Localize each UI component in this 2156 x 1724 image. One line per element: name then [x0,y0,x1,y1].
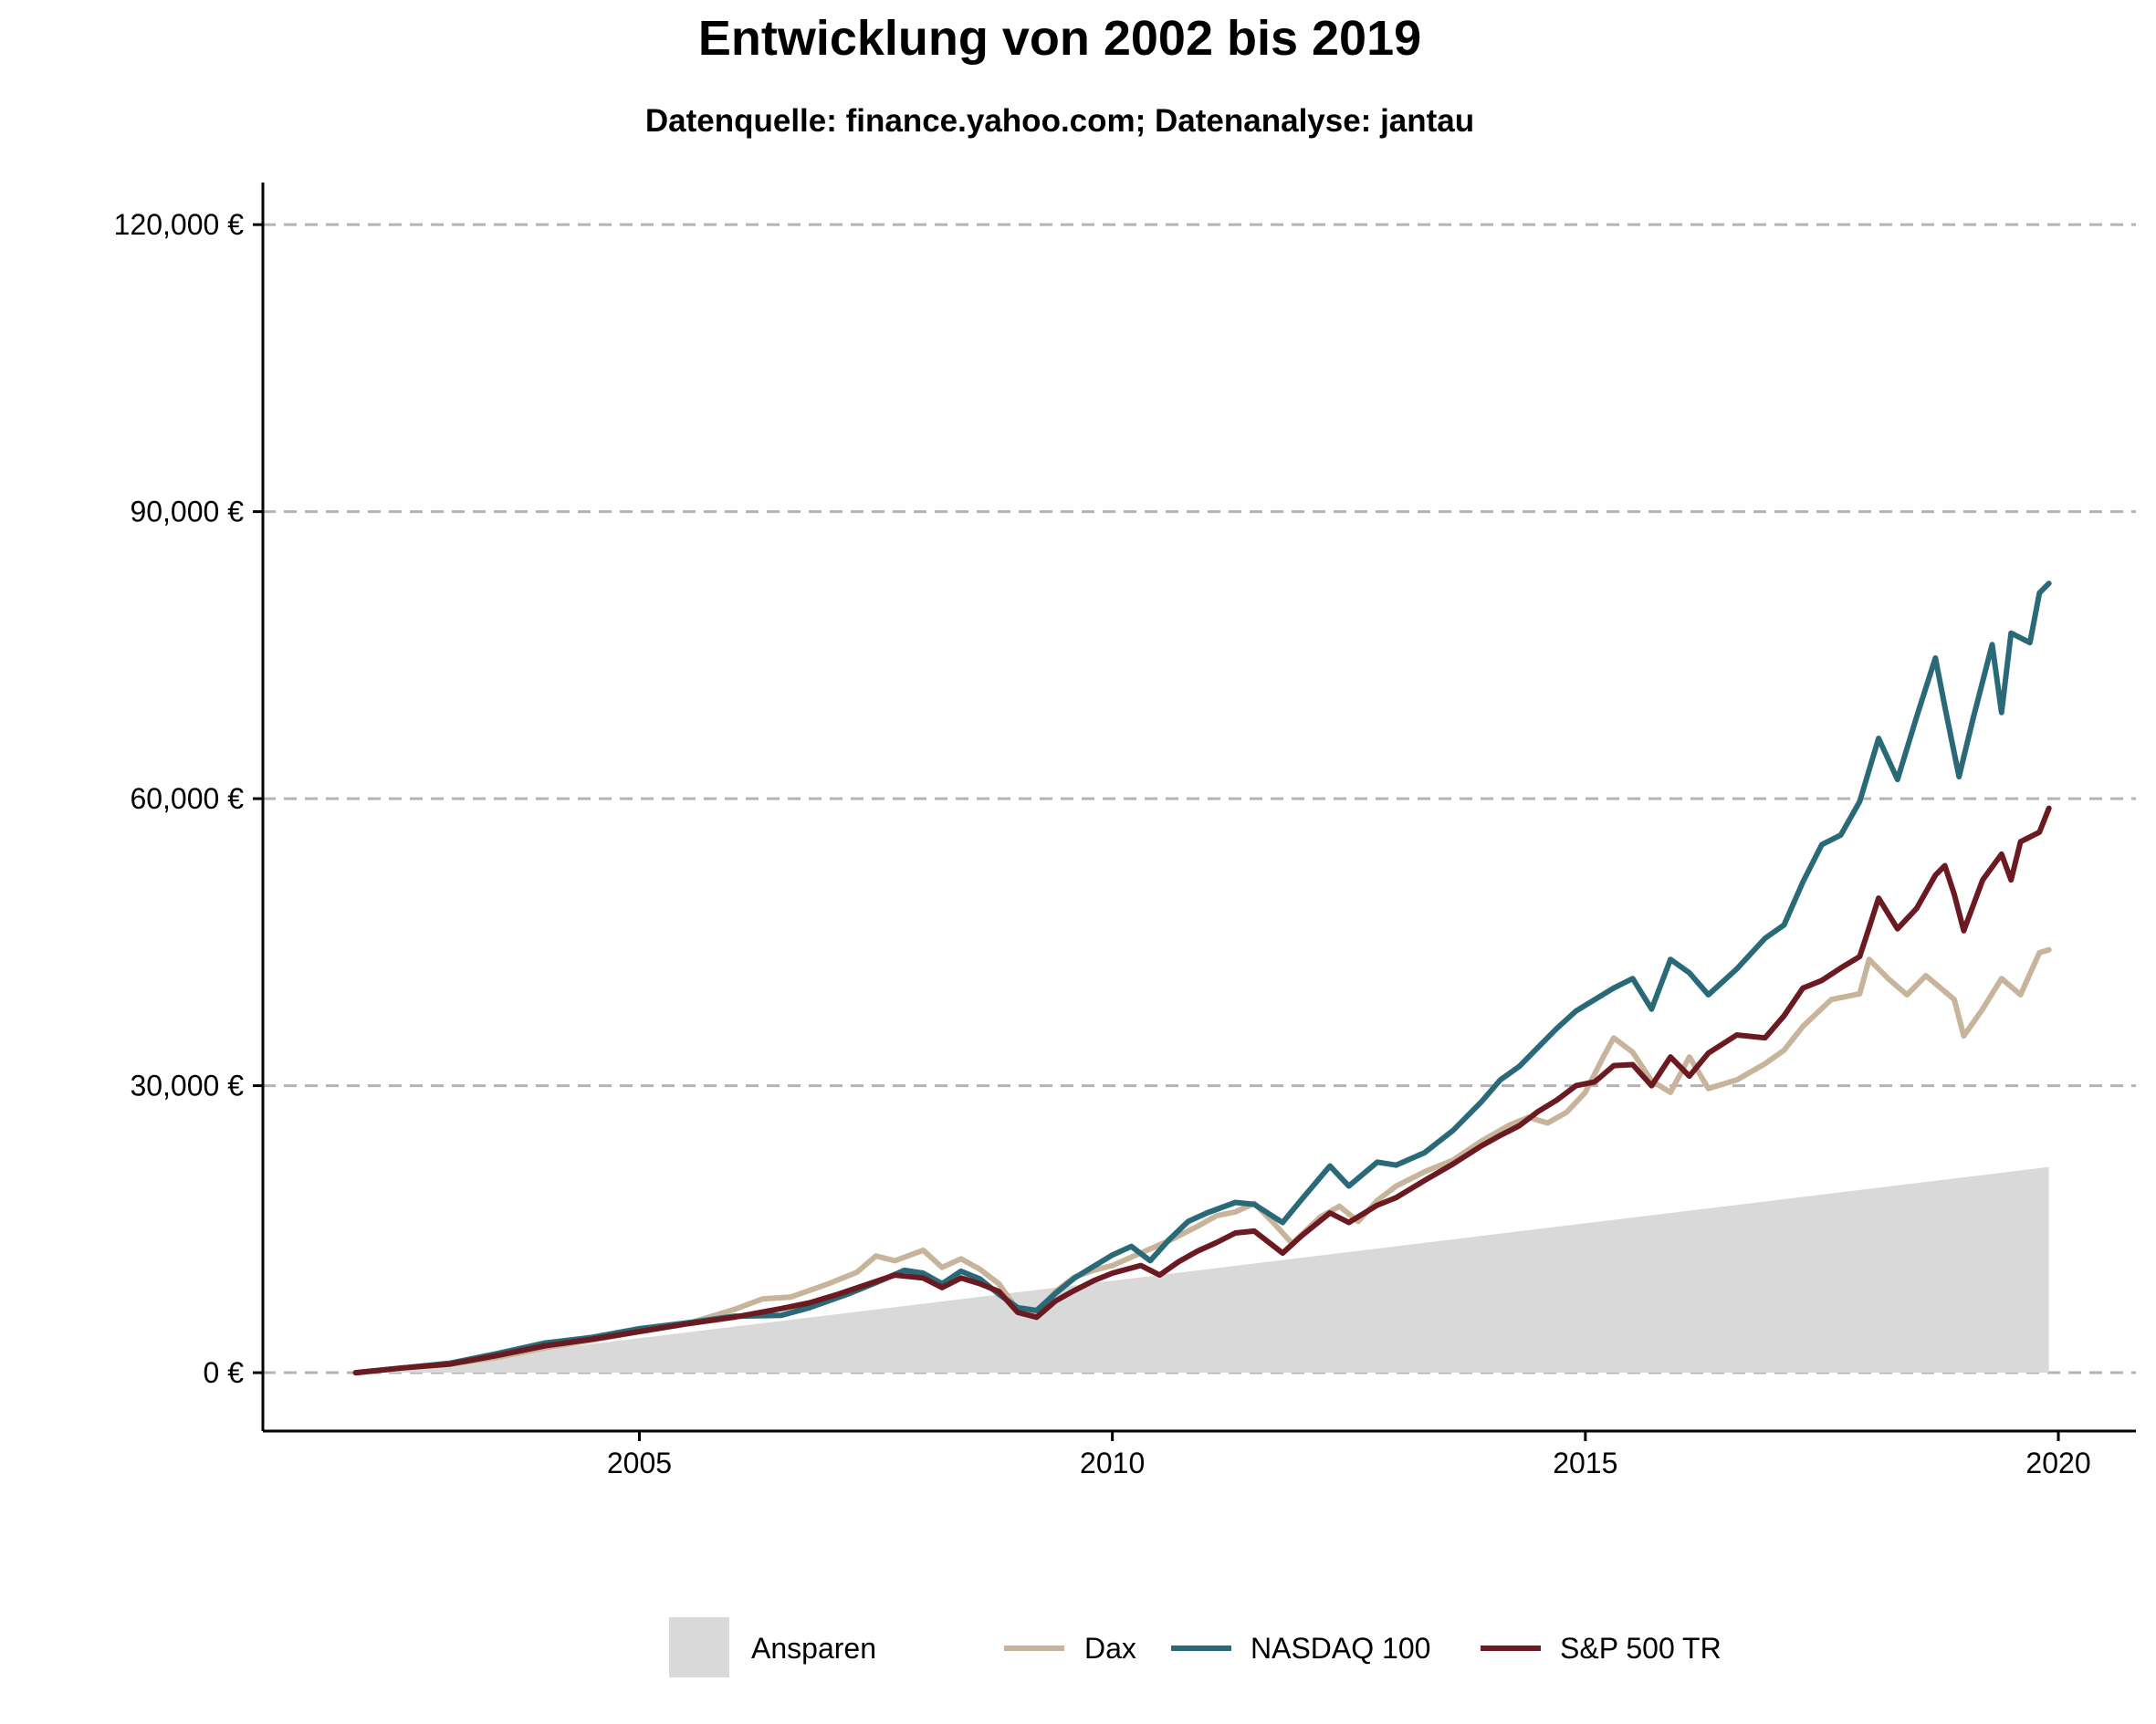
y-tick-label: 60,000 € [130,782,244,815]
axes: 0 € 30,000 € 60,000 € 90,000 € 120,000 € 2005… [114,183,2136,1479]
legend-label: S&P 500 TR [1560,1632,1722,1665]
chart-subtitle: Datenquelle: finance.yahoo.com; Datenana… [645,103,1474,139]
legend-key-area [669,1617,729,1677]
x-tick-label: 2015 [1553,1447,1617,1479]
legend-label: NASDAQ 100 [1251,1632,1430,1665]
series-line-s-p-500-tr [352,805,2052,1376]
y-tick-label: 90,000 € [130,496,244,528]
series-line-dax [352,946,2052,1376]
series-layer [352,580,2052,1376]
legend-label: Ansparen [751,1632,876,1665]
legend-label: Dax [1084,1632,1136,1665]
x-tick-label: 2010 [1080,1447,1145,1479]
chart-title: Entwicklung von 2002 bis 2019 [698,11,1421,66]
y-tick-label: 120,000 € [114,208,245,241]
area-ansparen [355,1166,2049,1374]
x-tick-label: 2020 [2025,1447,2090,1479]
legend: Ansparen Dax NASDAQ 100 S&P 500 TR [669,1617,1722,1677]
y-tick-label: 0 € [204,1356,245,1389]
area-layer [355,1166,2049,1374]
y-tick-label: 30,000 € [130,1070,244,1102]
x-tick-label: 2005 [607,1447,672,1479]
